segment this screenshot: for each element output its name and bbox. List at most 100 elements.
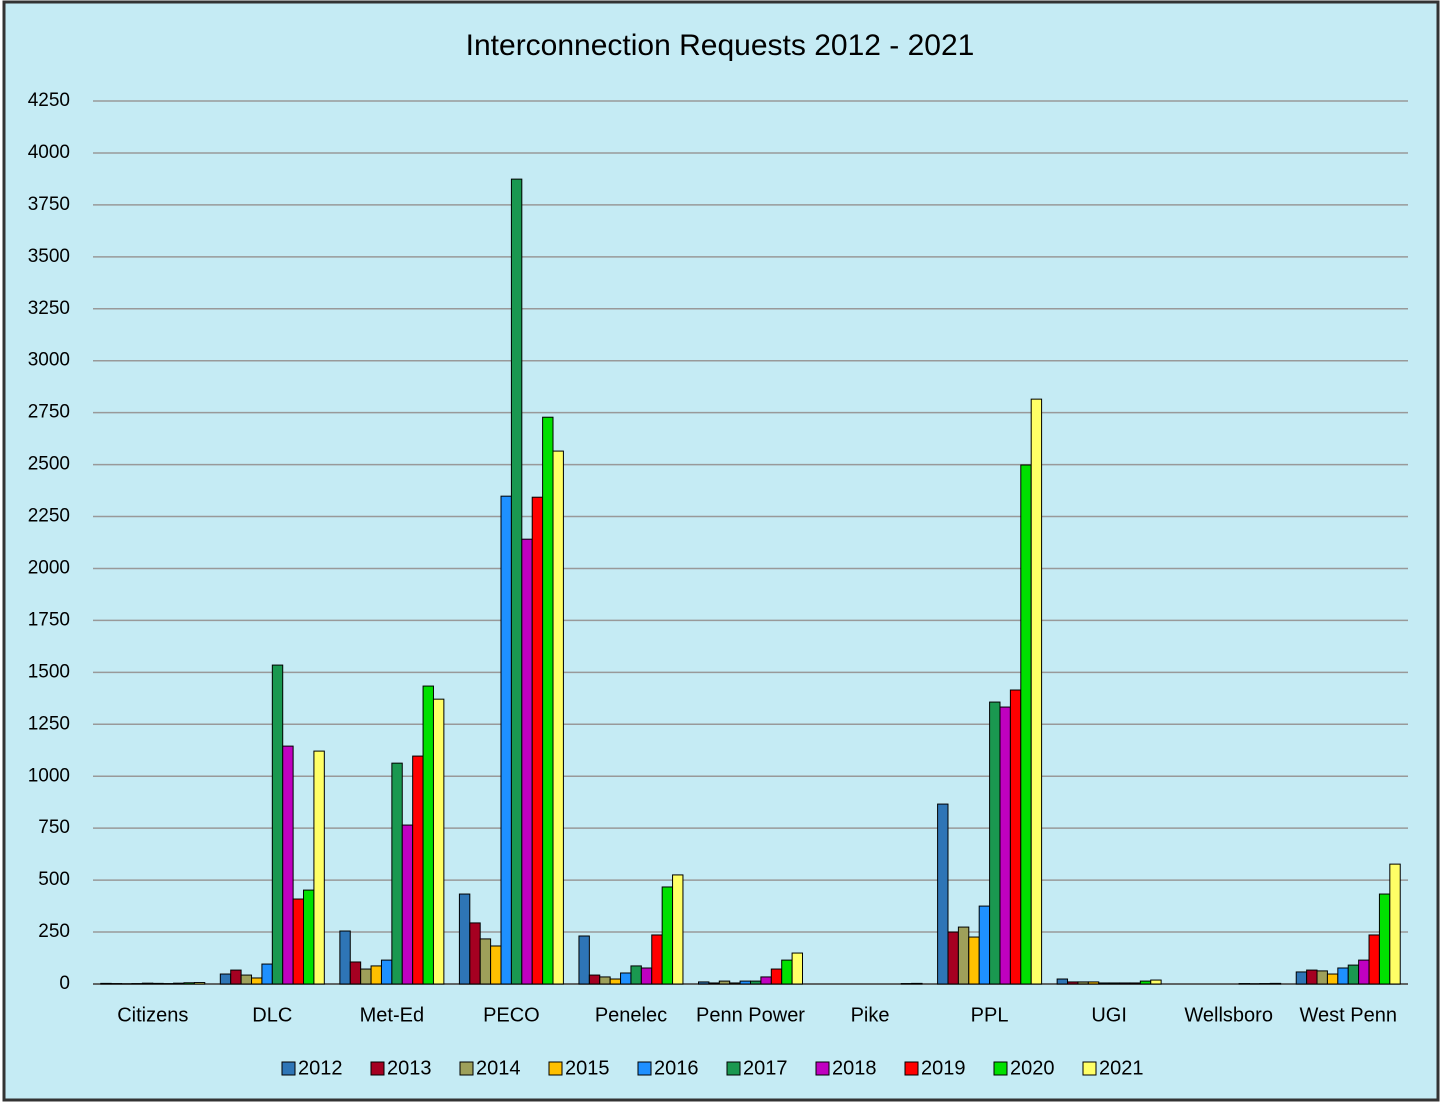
bar <box>1021 465 1031 984</box>
y-tick-label: 500 <box>38 869 70 890</box>
bar <box>1088 982 1098 984</box>
bar <box>371 966 381 984</box>
bar <box>101 983 111 984</box>
bar <box>142 983 152 984</box>
bar <box>1151 980 1161 984</box>
y-tick-label: 2750 <box>28 402 70 423</box>
y-tick-label: 750 <box>38 817 70 838</box>
bar <box>543 417 553 984</box>
bar <box>480 939 490 984</box>
y-tick-label: 1750 <box>28 609 70 630</box>
legend-label: 2013 <box>387 1057 432 1079</box>
x-tick-label: Penelec <box>595 1004 667 1026</box>
bar <box>1099 983 1109 984</box>
bar <box>231 970 241 984</box>
bar <box>979 906 989 984</box>
legend-swatch <box>1083 1062 1096 1075</box>
bar <box>491 946 501 984</box>
bar <box>1120 983 1130 984</box>
legend-label: 2019 <box>921 1057 966 1079</box>
bar <box>340 931 350 984</box>
y-tick-label: 2000 <box>28 557 70 578</box>
y-tick-label: 3500 <box>28 246 70 267</box>
bar <box>459 894 469 984</box>
bar <box>470 923 480 984</box>
bar <box>314 751 324 984</box>
bar <box>241 975 251 984</box>
x-tick-label: PECO <box>483 1004 540 1026</box>
legend-swatch <box>549 1062 562 1075</box>
legend-swatch <box>816 1062 829 1075</box>
bar <box>740 981 750 984</box>
bar <box>283 746 293 984</box>
bar <box>553 451 563 984</box>
y-tick-label: 3750 <box>28 194 70 215</box>
chart-background <box>4 2 1438 1100</box>
bar <box>511 179 521 984</box>
legend-swatch <box>905 1062 918 1075</box>
legend-swatch <box>638 1062 651 1075</box>
bar <box>699 982 709 984</box>
bar <box>1327 974 1337 984</box>
bar <box>912 983 922 984</box>
bar <box>1359 960 1369 984</box>
bar <box>423 686 433 984</box>
bar <box>361 969 371 984</box>
bar <box>600 977 610 984</box>
bar <box>761 977 771 984</box>
bar <box>938 804 948 984</box>
bar <box>792 953 802 984</box>
bar <box>153 983 163 984</box>
x-tick-label: Citizens <box>117 1004 188 1026</box>
bar <box>771 969 781 984</box>
bar <box>1390 864 1400 984</box>
bar <box>252 978 262 984</box>
bar <box>1307 970 1317 984</box>
y-tick-label: 1000 <box>28 765 70 786</box>
bar <box>662 887 672 984</box>
bar <box>652 935 662 984</box>
bar <box>501 496 511 984</box>
bar <box>1031 399 1041 984</box>
y-tick-label: 0 <box>59 973 70 994</box>
bar <box>709 983 719 984</box>
bar <box>1379 894 1389 984</box>
x-tick-label: Penn Power <box>696 1004 805 1026</box>
bar <box>184 983 194 984</box>
bar <box>673 875 683 984</box>
y-tick-label: 1250 <box>28 713 70 734</box>
bar <box>293 899 303 984</box>
y-tick-label: 2250 <box>28 506 70 527</box>
bar <box>433 699 443 984</box>
bar <box>782 960 792 984</box>
x-tick-label: UGI <box>1091 1004 1127 1026</box>
legend-label: 2015 <box>565 1057 610 1079</box>
x-tick-label: Pike <box>851 1004 890 1026</box>
bar <box>579 936 589 984</box>
legend-label: 2016 <box>654 1057 699 1079</box>
bar <box>1130 983 1140 984</box>
bar <box>719 981 729 984</box>
bar <box>413 756 423 984</box>
bar <box>751 981 761 984</box>
x-tick-label: Wellsboro <box>1184 1004 1273 1026</box>
x-tick-label: DLC <box>252 1004 292 1026</box>
bar <box>610 979 620 984</box>
y-tick-label: 250 <box>38 921 70 942</box>
bar <box>174 983 184 984</box>
y-tick-label: 1500 <box>28 661 70 682</box>
bar <box>948 932 958 984</box>
bar <box>350 962 360 984</box>
bar <box>1296 972 1306 984</box>
bar <box>631 966 641 984</box>
x-tick-label: West Penn <box>1299 1004 1396 1026</box>
bar <box>1348 965 1358 984</box>
x-tick-label: PPL <box>971 1004 1009 1026</box>
y-tick-label: 3000 <box>28 350 70 371</box>
y-tick-label: 4000 <box>28 142 70 163</box>
bar <box>1140 981 1150 984</box>
bar <box>990 702 1000 984</box>
bar <box>1369 935 1379 984</box>
bar <box>262 964 272 984</box>
legend-label: 2017 <box>743 1057 788 1079</box>
